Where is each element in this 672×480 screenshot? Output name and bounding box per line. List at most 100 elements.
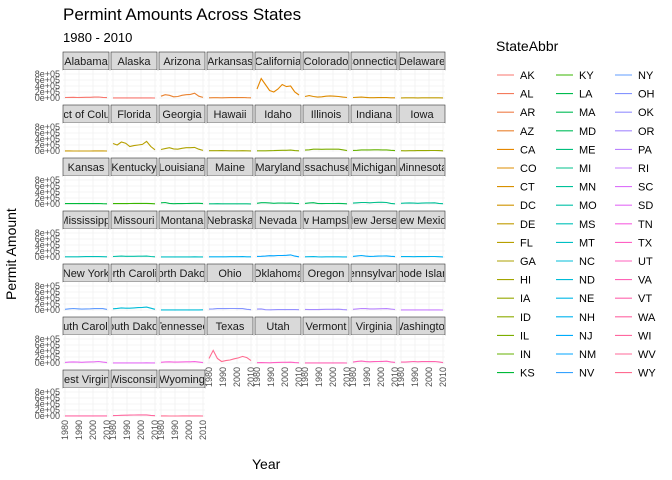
- legend-label: PA: [638, 144, 653, 156]
- legend-label: SC: [638, 182, 653, 194]
- legend-item-al: AL: [497, 89, 533, 101]
- series-line-ma: [304, 202, 348, 205]
- x-tick-label: 1980: [60, 420, 70, 440]
- facet-plot-area: [63, 229, 109, 258]
- x-tick-label: 2000: [88, 420, 98, 440]
- series-line-mi: [352, 201, 396, 205]
- facet-strip-label: Alabama: [64, 56, 108, 68]
- series-line-or: [304, 308, 348, 311]
- legend-label: WA: [638, 312, 656, 324]
- facet-panel-mo: Missouri: [110, 210, 158, 258]
- facet-panel-ky: Kentucky: [110, 157, 158, 205]
- legend-title: StateAbbr: [496, 38, 559, 54]
- facet-plot-area: [399, 123, 445, 152]
- y-tick-label: 4e+05: [35, 293, 60, 303]
- facet-strip-label: California: [255, 56, 302, 68]
- facet-panel-in: Indiana: [350, 104, 398, 152]
- facet-strip-label: Wyoming: [159, 374, 205, 386]
- legend-item-sd: SD: [615, 200, 653, 212]
- legend-label: AL: [520, 89, 533, 101]
- facet-plot-area: [159, 229, 205, 258]
- x-tick-label: 2000: [184, 420, 194, 440]
- facet-strip-label: Mississippi: [59, 215, 112, 227]
- legend-label: NH: [579, 312, 595, 324]
- facet-panel-az: Arizona: [158, 51, 206, 99]
- x-tick-label: 2000: [328, 367, 338, 387]
- legend-item-tx: TX: [615, 237, 653, 249]
- legend-label: DC: [520, 200, 536, 212]
- legend-label: LA: [579, 89, 593, 101]
- x-tick-label: 2010: [390, 367, 400, 387]
- legend-item-ms: MS: [556, 219, 596, 231]
- legend-item-wi: WI: [615, 330, 651, 342]
- legend-label: GA: [520, 256, 537, 268]
- series-line-co: [304, 95, 348, 99]
- x-tick-label: 2010: [342, 367, 352, 387]
- legend-item-il: IL: [497, 330, 529, 342]
- facet-panel-md: Maryland: [254, 157, 302, 205]
- x-tick-label: 1980: [252, 367, 262, 387]
- facet-strip-label: Louisiana: [158, 162, 206, 174]
- x-tick-label: 1980: [156, 420, 166, 440]
- facet-panel-ca: California: [254, 51, 302, 99]
- facet-plot-area: [63, 123, 109, 152]
- legend-label: KS: [520, 368, 535, 380]
- legend-label: NY: [638, 70, 654, 82]
- y-tick-label: 0e+00: [35, 146, 60, 156]
- y-tick-label: 0e+00: [35, 93, 60, 103]
- facet-plot-area: [351, 123, 397, 152]
- legend-item-mt: MT: [556, 237, 595, 249]
- series-line-fl: [112, 140, 156, 151]
- facet-plot-area: [159, 388, 205, 417]
- legend-item-ri: RI: [615, 163, 649, 175]
- facet-plot-area: [255, 70, 301, 99]
- facet-panel-ma: Massachusetts: [302, 157, 350, 205]
- x-tick-label: 1990: [410, 367, 420, 387]
- facet-panel-nc: North Carolina: [110, 263, 158, 311]
- facet-plot-area: [111, 229, 157, 258]
- chart-title: Permint Amounts Across States: [63, 5, 302, 24]
- series-line-mn: [400, 202, 444, 205]
- facet-plot-area: [111, 176, 157, 205]
- series-line-tx: [208, 349, 252, 363]
- y-tick-label: 4e+05: [35, 346, 60, 356]
- series-line-az: [160, 92, 204, 98]
- facet-panel-wa: Washington 1980 1990 2000 2010: [396, 316, 448, 387]
- x-tick-label: 1980: [396, 367, 406, 387]
- legend-item-ky: KY: [556, 70, 594, 82]
- series-line-la: [160, 201, 204, 205]
- legend-item-tn: TN: [615, 219, 653, 231]
- facet-plot-area: [63, 176, 109, 205]
- facet-plot-area: [111, 388, 157, 417]
- legend-item-la: LA: [556, 89, 593, 101]
- facet-panel-id: Idaho: [254, 104, 302, 152]
- x-tick-label: 2010: [102, 420, 112, 440]
- facet-strip-label: Tennessee: [155, 321, 208, 333]
- facet-plot-area: [399, 335, 445, 364]
- series-line-ok: [256, 308, 300, 311]
- legend-item-pa: PA: [615, 144, 653, 156]
- facet-plot-area: [159, 70, 205, 99]
- facet-panel-il: Illinois: [302, 104, 350, 152]
- x-tick-label: 1980: [204, 367, 214, 387]
- facet-plot-area: [63, 282, 109, 311]
- y-tick-label: 8e+05: [35, 175, 60, 185]
- facet-strip-label: Maryland: [255, 162, 300, 174]
- facet-plot-area: [351, 229, 397, 258]
- series-line-va: [352, 360, 396, 363]
- facet-strip-label: New Hampshire: [287, 215, 365, 227]
- x-tick-label: 2000: [424, 367, 434, 387]
- facet-strip-label: New Jersey: [345, 215, 403, 227]
- facet-strip-label: Maine: [215, 162, 245, 174]
- legend-label: FL: [520, 237, 533, 249]
- y-tick-label: 8e+05: [35, 69, 60, 79]
- legend-item-mn: MN: [556, 182, 596, 194]
- facet-panel-ne: Nebraska: [206, 210, 254, 258]
- legend-item-mi: MI: [556, 163, 591, 175]
- y-tick-label: 6e+05: [35, 234, 60, 244]
- legend-label: AZ: [520, 126, 534, 138]
- facet-strip-label: Colorado: [304, 56, 349, 68]
- legend-label: NE: [579, 293, 594, 305]
